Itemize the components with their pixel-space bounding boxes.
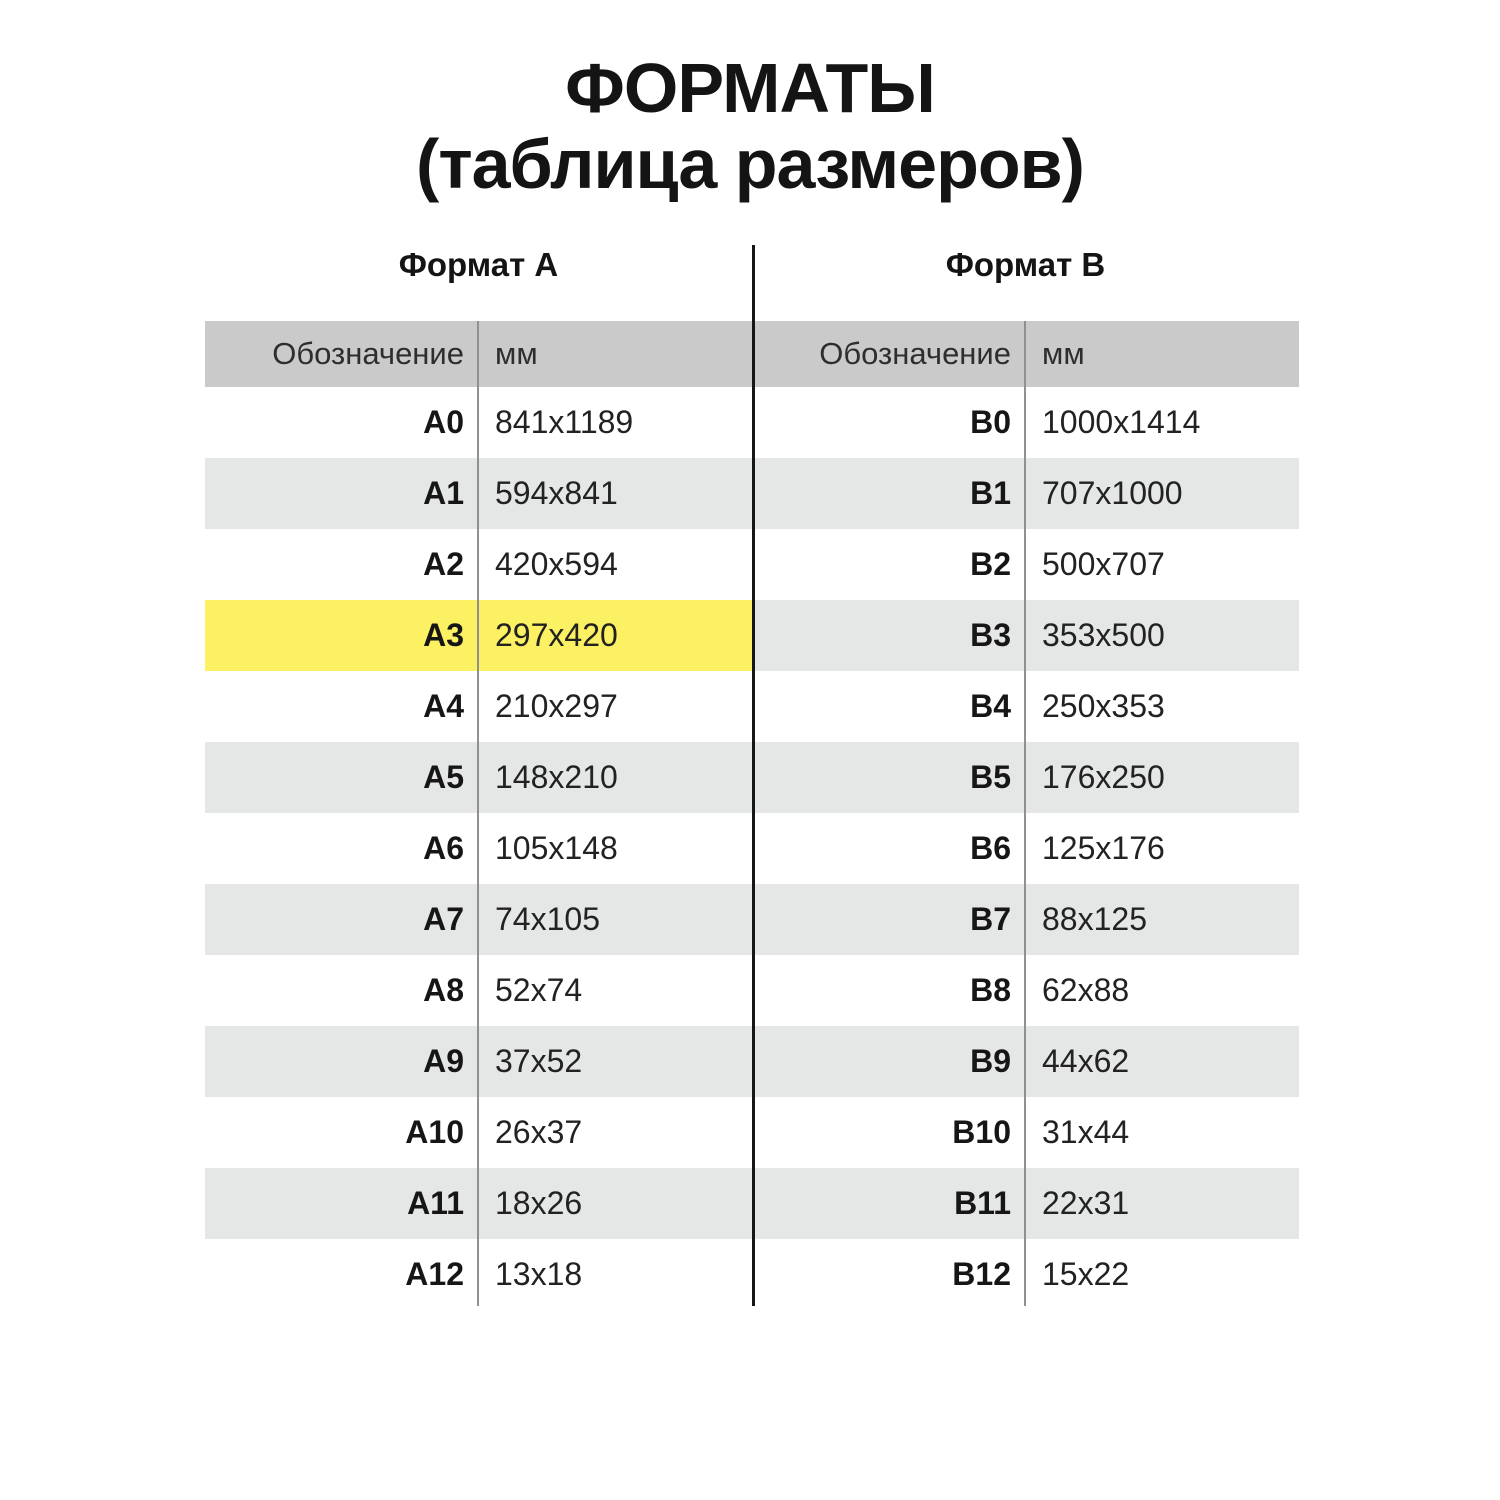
format-size-mm-cell: 74x105 [495,901,600,937]
format-designation-cell: A0 [423,404,464,440]
table-row: A6 105x148 [205,813,752,884]
format-size-mm-cell: 250x353 [1042,688,1165,724]
format-designation-cell: B8 [970,972,1011,1008]
format-a-heading: Формат А [398,246,559,283]
format-size-mm-cell: 841x1189 [495,404,634,440]
format-size-mm-cell: 37x52 [495,1043,583,1079]
format-designation-cell: A2 [423,546,464,582]
format-size-mm-cell: 22x31 [1042,1185,1130,1221]
format-size-mm-cell: 31x44 [1042,1114,1130,1150]
format-size-mm-cell: 420x594 [495,546,618,582]
table-row: A10 26x37 [205,1097,752,1168]
table-row: A4 210x297 [205,671,752,742]
table-row: A0 841x1189 [205,387,752,458]
table-row: A8 52x74 [205,955,752,1026]
format-designation-cell: A4 [423,688,464,724]
format-designation-cell: A5 [423,759,464,795]
format-size-mm-cell: 105x148 [495,830,618,866]
table-row: B8 62x88 [752,955,1299,1026]
format-a-table: Обозначение мм A0 841x1189 A1 594x841 A2 420x… [205,321,752,1310]
format-size-mm-cell: 13x18 [495,1256,583,1292]
format-size-mm-cell: 88x125 [1042,901,1147,937]
table-row: B12 15x22 [752,1239,1299,1310]
page-subtitle: (таблица размеров) [416,125,1085,203]
table-row: A7 74x105 [205,884,752,955]
format-size-mm-cell: 594x841 [495,475,618,511]
designation-column-header: Обозначение [272,336,464,371]
format-designation-cell: B5 [970,759,1011,795]
format-size-mm-cell: 18x26 [495,1185,583,1221]
size-tables: Обозначение мм A0 841x1189 A1 594x841 A2 420x… [205,245,1299,1310]
format-designation-cell: B1 [970,475,1011,511]
format-designation-cell: A11 [407,1185,464,1221]
format-size-mm-cell: 176x250 [1042,759,1165,795]
table-row: B4 250x353 [752,671,1299,742]
format-b-heading: Формат В [945,246,1106,283]
format-b-table: Обозначение мм B0 1000x1414 B1 707x1000 B2 50… [752,321,1299,1310]
format-size-mm-cell: 26x37 [495,1114,583,1150]
table-row: A2 420x594 [205,529,752,600]
format-designation-cell: A6 [423,830,464,866]
table-divider-line [752,245,755,1306]
table-header-row: Обозначение мм [205,321,752,387]
format-size-mm-cell: 297x420 [495,617,618,653]
format-size-mm-cell: 44x62 [1042,1043,1130,1079]
format-designation-cell: A10 [405,1114,464,1150]
format-size-mm-cell: 210x297 [495,688,618,724]
format-designation-cell: B0 [970,404,1011,440]
column-rule [1024,321,1026,1306]
format-designation-cell: A1 [423,475,464,511]
table-row: B10 31x44 [752,1097,1299,1168]
page-title: ФОРМАТЫ [565,49,936,127]
format-size-mm-cell: 707x1000 [1042,475,1183,511]
page-title-block: ФОРМАТЫ (таблица размеров) [0,50,1500,202]
format-designation-cell: B6 [970,830,1011,866]
format-designation-cell: A7 [423,901,464,937]
format-size-mm-cell: 125x176 [1042,830,1165,866]
format-designation-cell: A8 [423,972,464,1008]
format-designation-cell: B2 [970,546,1011,582]
format-size-mm-cell: 62x88 [1042,972,1130,1008]
format-headings: Формат А Формат В [205,246,1299,284]
format-designation-cell: B10 [952,1114,1011,1150]
format-designation-cell: B11 [954,1185,1011,1221]
format-size-mm-cell: 148x210 [495,759,618,795]
mm-column-header: мм [1042,336,1085,371]
designation-column-header: Обозначение [819,336,1011,371]
format-designation-cell: A9 [423,1043,464,1079]
format-size-mm-cell: 52x74 [495,972,583,1008]
format-size-mm-cell: 1000x1414 [1042,404,1201,440]
format-designation-cell: A3 [423,617,464,653]
mm-column-header: мм [495,336,538,371]
format-size-mm-cell: 15x22 [1042,1256,1130,1292]
format-designation-cell: B7 [970,901,1011,937]
format-size-mm-cell: 500x707 [1042,546,1165,582]
format-designation-cell: B12 [952,1256,1011,1292]
column-rule [477,321,479,1306]
format-designation-cell: B9 [970,1043,1011,1079]
format-designation-cell: B3 [970,617,1011,653]
format-designation-cell: B4 [970,688,1011,724]
format-size-mm-cell: 353x500 [1042,617,1165,653]
table-row: B2 500x707 [752,529,1299,600]
table-row: B6 125x176 [752,813,1299,884]
format-designation-cell: A12 [405,1256,464,1292]
table-row: A12 13x18 [205,1239,752,1310]
table-row: B0 1000x1414 [752,387,1299,458]
